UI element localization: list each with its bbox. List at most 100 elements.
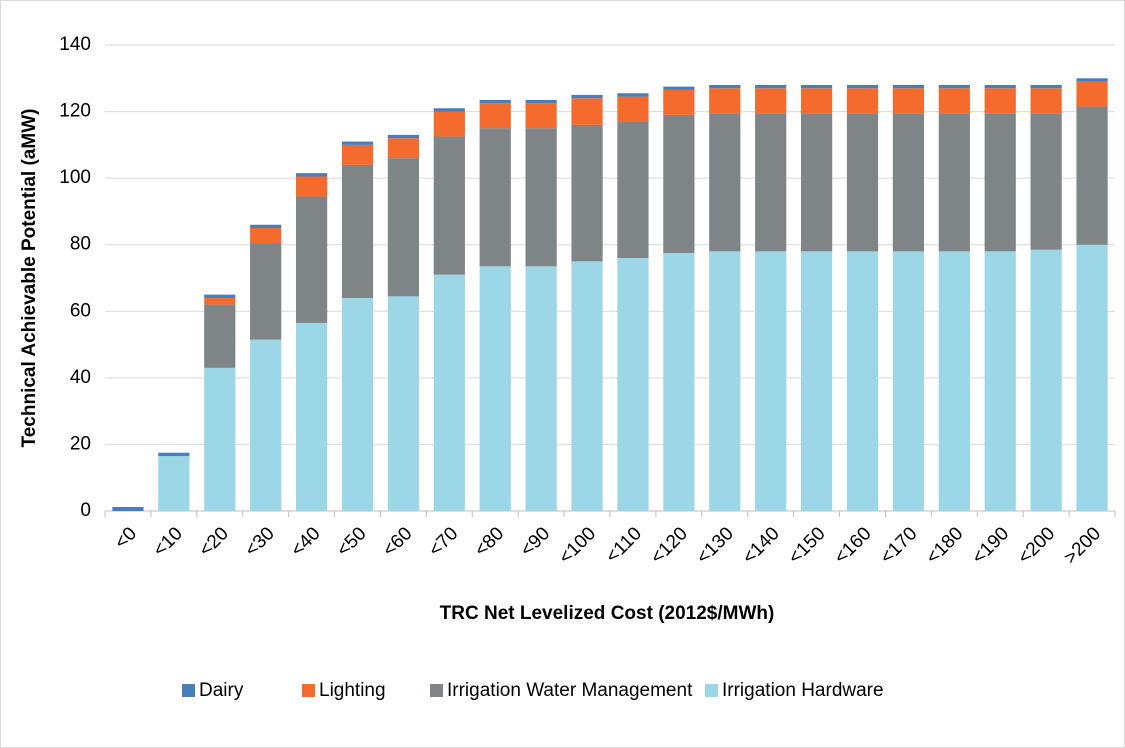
bar-segment — [204, 367, 236, 511]
bar-segment — [341, 141, 374, 145]
legend-label: Irrigation Hardware — [722, 680, 884, 701]
bar-segment — [387, 158, 420, 297]
bar-segment — [846, 84, 879, 89]
bar-segment — [250, 224, 282, 229]
bar-segment — [800, 113, 833, 252]
y-tick-label: 40 — [70, 367, 91, 388]
bar-segment — [571, 261, 603, 511]
legend-label: Dairy — [199, 680, 244, 701]
y-tick-label: 20 — [70, 433, 91, 454]
bar-segment — [295, 176, 328, 197]
bar-segment — [984, 113, 1016, 252]
bar-segment — [846, 251, 879, 511]
bar-segment — [433, 136, 465, 275]
bar-segment — [341, 164, 374, 298]
bar-segment — [938, 84, 970, 89]
legend-swatch — [302, 684, 315, 697]
bar-segment — [663, 89, 695, 115]
bar-segment — [755, 251, 787, 511]
bar-segment — [387, 138, 420, 159]
bar-segment — [433, 108, 465, 112]
bar-segment — [479, 266, 511, 511]
bar-segment — [1076, 81, 1108, 107]
bar-segment — [984, 251, 1016, 511]
bar-segment — [112, 507, 144, 511]
y-axis-title: Technical Achievable Potential (aMW) — [19, 109, 40, 448]
bar-segment — [1030, 84, 1062, 89]
bar-segment — [755, 84, 787, 89]
legend-label: Lighting — [319, 680, 386, 701]
legend-swatch — [182, 684, 195, 697]
bar-segment — [525, 266, 557, 511]
bar-segment — [525, 103, 557, 129]
bar-segment — [433, 111, 465, 137]
y-tick-label: 120 — [59, 101, 91, 122]
bar-segment — [387, 296, 420, 511]
legend-label: Irrigation Water Management — [447, 680, 693, 701]
x-axis-title: TRC Net Levelized Cost (2012$/MWh) — [440, 603, 775, 624]
bar-segment — [250, 243, 282, 340]
bar-segment — [663, 253, 695, 512]
bar-segment — [341, 297, 374, 511]
bar-segment — [571, 94, 603, 99]
bar-segment — [800, 88, 833, 114]
bar-segment — [984, 88, 1016, 114]
bar-segment — [204, 297, 236, 305]
y-tick-label: 140 — [59, 34, 91, 55]
bar-segment — [433, 274, 465, 511]
bar-segment — [295, 173, 328, 177]
bar-segment — [892, 113, 925, 252]
bar-segment — [387, 134, 420, 139]
bar-segment — [617, 93, 649, 97]
bar-segment — [846, 88, 879, 114]
bar-segment — [800, 251, 833, 511]
bar-segment — [341, 144, 374, 165]
bar-segment — [938, 113, 970, 252]
bar-segment — [204, 294, 236, 298]
bar-segment — [295, 322, 328, 511]
bar-segment — [1030, 88, 1062, 114]
bar-segment — [479, 99, 511, 104]
bar-segment — [1076, 244, 1108, 511]
bar-segment — [846, 113, 879, 252]
bar-segment — [617, 96, 649, 122]
bar-segment — [158, 452, 190, 457]
bar-segment — [295, 196, 328, 323]
y-tick-label: 100 — [59, 167, 91, 188]
bar-segment — [709, 113, 741, 252]
y-tick-label: 60 — [70, 300, 91, 321]
bar-segment — [709, 88, 741, 114]
bar-segment — [204, 304, 236, 368]
bar-segment — [892, 84, 925, 89]
bar-segment — [525, 128, 557, 267]
legend-swatch — [430, 684, 443, 697]
y-tick-label: 0 — [80, 500, 91, 521]
y-tick-label: 80 — [70, 234, 91, 255]
bar-segment — [1076, 106, 1108, 245]
bar-segment — [755, 113, 787, 252]
bar-segment — [479, 103, 511, 129]
bar-segment — [1076, 78, 1108, 82]
bar-segment — [984, 84, 1016, 89]
bar-segment — [709, 84, 741, 89]
bar-segment — [479, 128, 511, 267]
bar-segment — [250, 339, 282, 511]
bar-segment — [709, 251, 741, 511]
bar-segment — [617, 121, 649, 259]
bar-segment — [250, 228, 282, 244]
bar-segment — [571, 98, 603, 125]
bar-segment — [938, 251, 970, 511]
bar-segment — [1030, 249, 1062, 511]
bar-segment — [755, 88, 787, 114]
legend-swatch — [705, 684, 718, 697]
bar-segment — [663, 114, 695, 254]
bar-segment — [663, 86, 695, 90]
bar-segment — [800, 84, 833, 89]
bar-segment — [158, 456, 190, 511]
bar-segment — [1030, 113, 1062, 250]
bar-segment — [892, 251, 925, 511]
bar-segment — [892, 88, 925, 114]
bar-segment — [938, 88, 970, 114]
bar-segment — [571, 124, 603, 262]
